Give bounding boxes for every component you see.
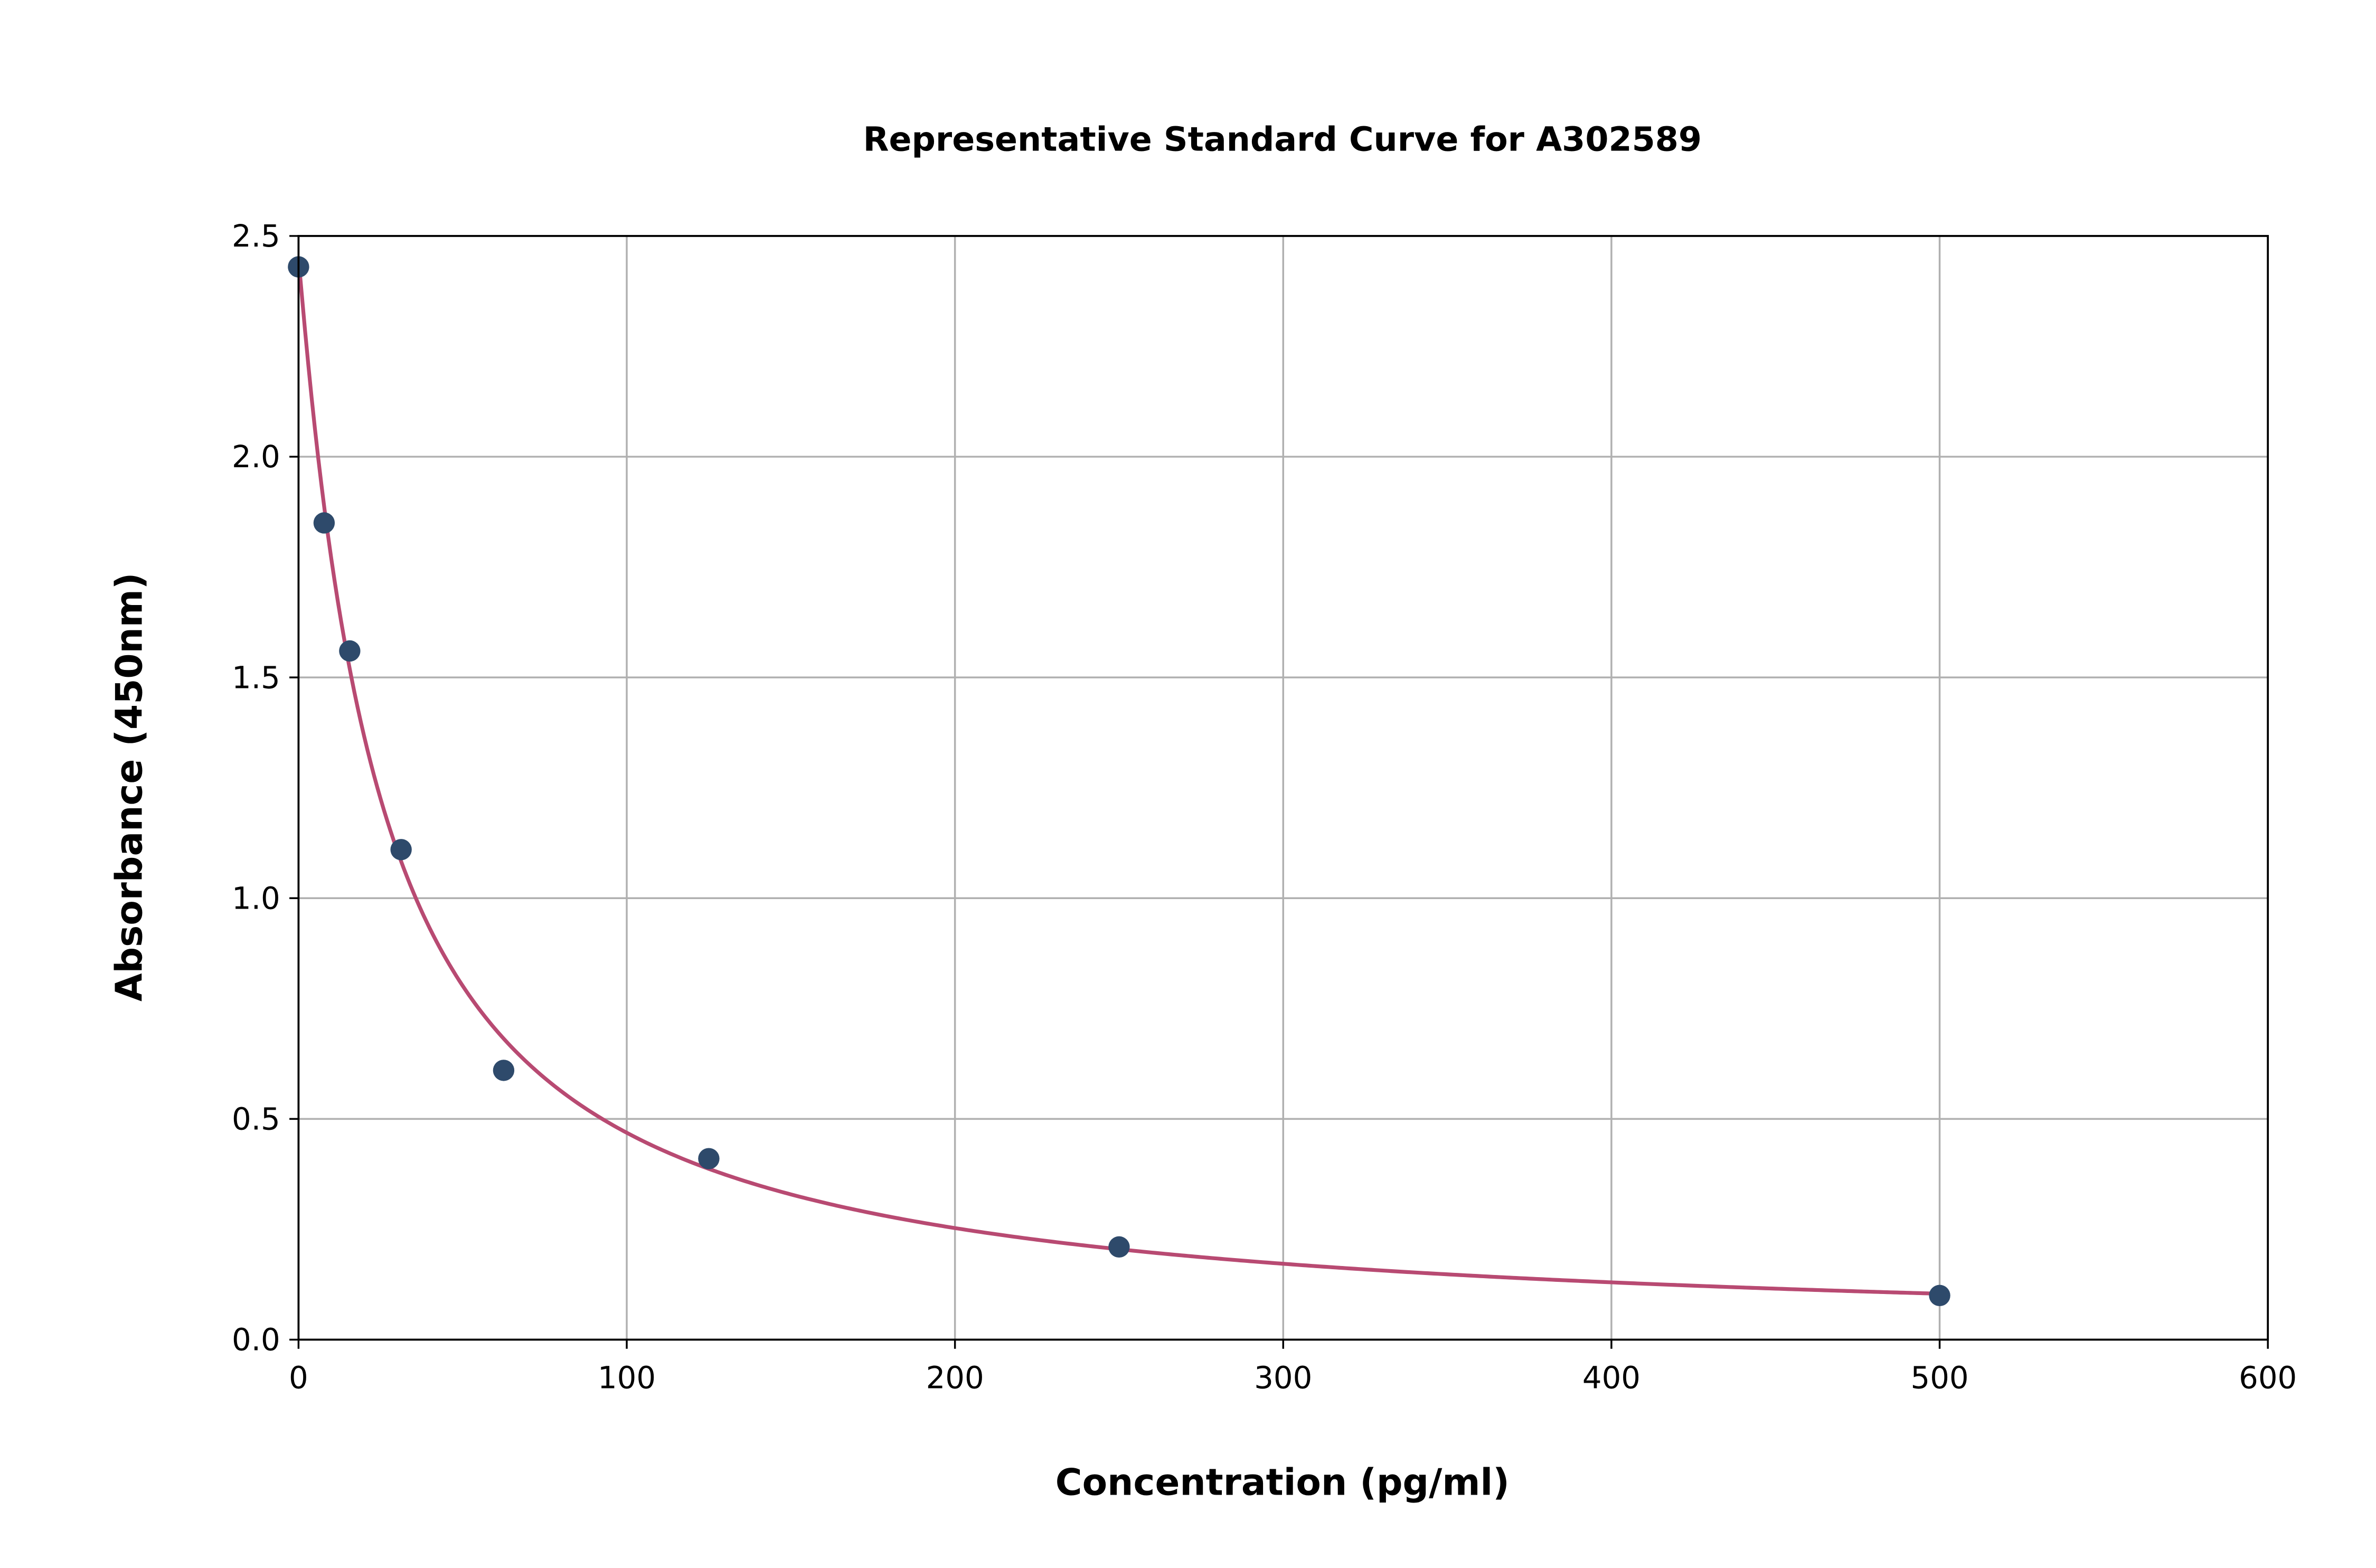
y-tick-label: 1.0: [232, 880, 280, 916]
x-tick-label: 500: [1911, 1360, 1969, 1396]
x-axis-label: Concentration (pg/ml): [1055, 1462, 1510, 1504]
y-tick-label: 0.5: [232, 1101, 280, 1137]
x-tick-label: 600: [2239, 1360, 2297, 1396]
data-point: [339, 640, 361, 662]
y-ticks: 0.0 0.5 1.0 1.5 2.0 2.5: [232, 218, 299, 1358]
x-tick-label: 100: [598, 1360, 656, 1396]
data-point: [390, 839, 412, 861]
data-point: [1108, 1236, 1130, 1258]
y-tick-label: 2.5: [232, 218, 280, 254]
data-points: [288, 256, 1950, 1307]
x-ticks: 0 100 200 300 400 500 600: [289, 1339, 2297, 1396]
y-tick-label: 1.5: [232, 659, 280, 695]
data-point: [698, 1148, 720, 1169]
x-tick-label: 200: [926, 1360, 984, 1396]
fitted-curve: [296, 258, 1940, 1296]
x-tick-label: 400: [1582, 1360, 1640, 1396]
chart-title: Representative Standard Curve for A30258…: [863, 119, 1702, 158]
data-point: [1929, 1284, 1950, 1307]
x-tick-label: 0: [289, 1360, 308, 1396]
data-point: [493, 1060, 515, 1081]
y-tick-label: 0.0: [232, 1322, 280, 1358]
y-tick-label: 2.0: [232, 439, 280, 475]
y-axis-label: Absorbance (450nm): [108, 573, 150, 1002]
x-tick-label: 300: [1254, 1360, 1312, 1396]
grid-lines: [297, 235, 2269, 1341]
data-point: [313, 512, 335, 534]
